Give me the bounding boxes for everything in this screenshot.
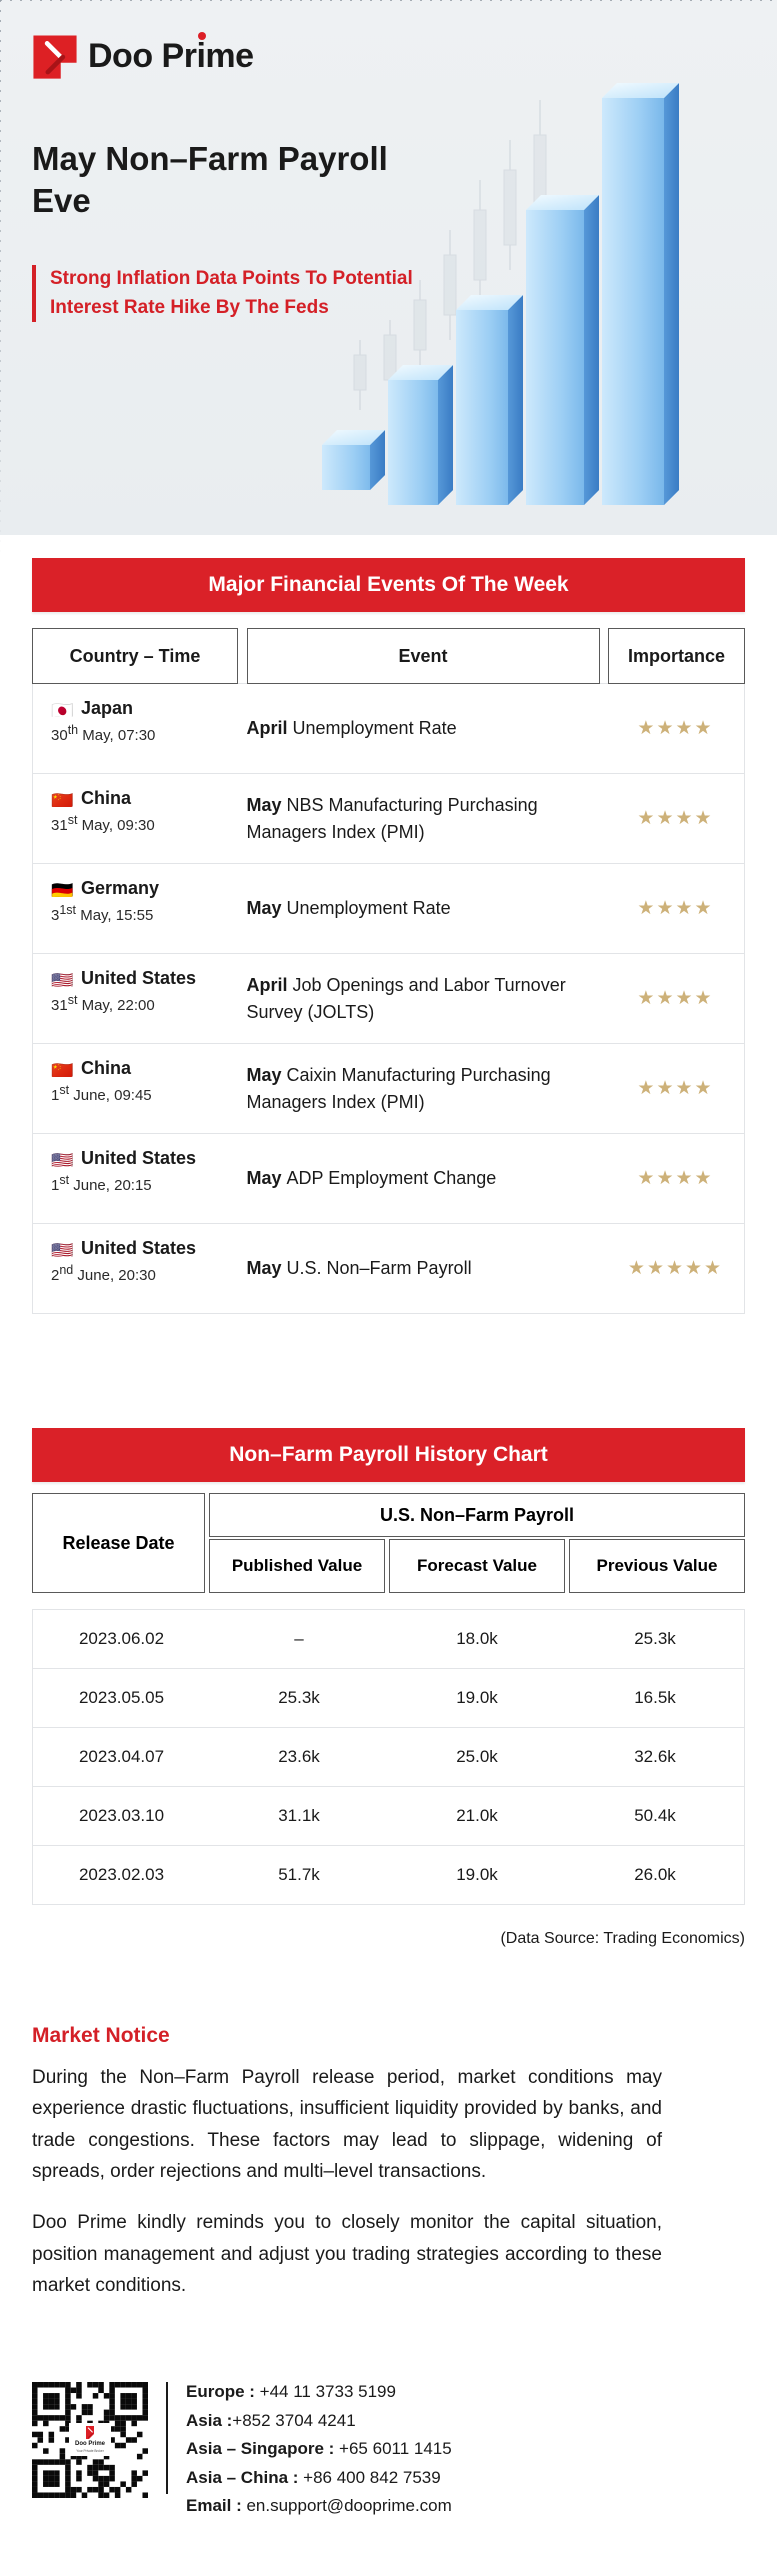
svg-text:Your Private Broker: Your Private Broker	[76, 2449, 104, 2453]
svg-text:Doo Prime: Doo Prime	[75, 2441, 106, 2447]
